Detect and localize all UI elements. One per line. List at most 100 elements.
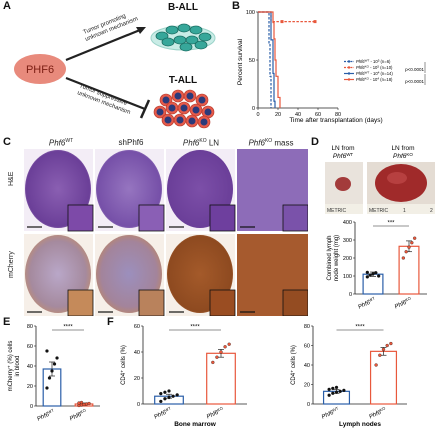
b-x-tick-label: 20 [275,112,281,118]
t-all-cell-cluster-icon [153,89,215,129]
data-point [368,273,372,277]
y-tick-label: 40 [27,364,33,370]
c-scale-bars [27,226,255,313]
y-tick-label: 60 [27,344,33,350]
data-point [159,399,163,404]
c-he-wt-inset [67,204,94,232]
b-pvalue-1: p<0.0001 [405,67,424,72]
d-ruler-ko [367,204,435,214]
b-x-tick-label: 80 [335,112,341,118]
data-point [223,345,227,349]
data-point [47,376,52,380]
data-point [159,391,163,396]
panel-label-f: F [107,316,114,328]
arrow-head-icon [136,27,146,34]
data-point [374,271,378,275]
data-point [381,347,386,352]
significance-stars: **** [355,325,365,331]
category-label: Phf6KO [393,296,413,311]
c-he-koln-inset [209,204,236,232]
y-axis-label: CD4⁺ cells (%) [120,345,127,385]
y-axis-label: Combined lymph [327,235,333,280]
b-censor-mark [280,20,284,24]
data-point [327,387,331,392]
b-ylabel: Percent survival [237,38,244,85]
f-bone-marrow-chart: 0 20 40 60 CD4⁺ cells (%) Phf6WT Phf6KO **** Bon… [120,324,247,428]
data-point [377,274,381,278]
y-tick-label: 40 [134,350,140,356]
suppressive-arrow [65,76,146,111]
data-point [338,389,342,393]
d-photo-label-ko-prefix: LN from [391,145,414,152]
panel-e: 0 20 40 60 80 mCherry⁺ (%) cells in blood Phf6W… [7,324,100,423]
b-y-tick-label: 50 [249,58,255,64]
data-point [215,355,219,359]
t-all-label: T-ALL [169,75,197,86]
y-tick-label: 0 [30,404,33,410]
data-point [374,363,378,367]
b-legend-label: Phf6WT - 105 (n=6) [356,59,391,65]
data-point [227,342,231,346]
category-label: Phf6KO [68,408,88,423]
b-legend-marker [347,78,351,81]
significance-stars: **** [190,325,200,331]
c-row-label-he: H&E [8,171,15,186]
d-ruler-ko-text: METRIC [369,208,389,214]
e-bar-chart: 0 20 40 60 80 mCherry⁺ (%) cells in blood Phf6W… [7,324,100,423]
bar [398,245,420,295]
c-he-sh-inset [138,204,165,232]
data-point [407,245,411,249]
data-point [334,385,339,390]
b-legend-marker [347,72,351,75]
y-tick-label: 100 [343,274,352,280]
x-axis-label: Bone marrow [174,421,216,428]
c-header-col-1: Phf6WT [48,138,74,148]
y-tick-label: 300 [343,238,352,244]
b-y-tick-label: 100 [246,10,255,16]
b-censor-mark [313,20,317,24]
data-point [163,390,167,394]
data-point [401,256,405,260]
b-legend-label: Phf6KO - 105 (n=10) [356,65,393,71]
data-point [331,391,335,395]
c-column-headers: Phf6WT shPhf6 Phf6KO LN Phf6KO mass [26,138,308,149]
category-label: Phf6WT [36,407,57,422]
data-point [211,360,215,365]
data-point [389,341,393,346]
data-point [331,386,335,391]
data-point [365,275,369,279]
y-tick-label: 20 [304,383,310,389]
d-ruler-ko-tick-1: 1 [403,208,406,214]
significance-stars: *** [387,221,395,227]
panel-f: 0 20 40 60 CD4⁺ cells (%) Phf6WT Phf6KO **** Bon… [120,324,407,428]
data-point [52,362,57,366]
category-label: Phf6KO [368,406,388,421]
y-tick-label: 400 [343,220,352,226]
y-tick-label: 0 [349,292,352,298]
d-ruler-wt-text: METRIC [327,208,347,214]
b-series-line [258,11,276,108]
category-label: Phf6WT [153,405,174,420]
category-label: Phf6WT [357,295,378,310]
b-legend: Phf6WT - 105 (n=6)Phf6KO - 105 (n=10)Phf… [344,59,393,82]
d-photo-label-ko-gene: Phf6KO [393,152,413,160]
y-tick-label: 20 [134,376,140,382]
data-point [167,395,171,400]
bar [206,352,236,405]
y-tick-label: 60 [134,324,140,330]
b-xlabel: Time after transplantation (days) [289,117,382,124]
data-point [378,353,382,357]
f-lymph-node-chart: 0 20 40 60 80 CD4⁺ cells (%) Phf6WT Phf6KO **** L… [290,324,407,428]
b-legend-marker [347,60,351,63]
data-point [163,397,167,401]
data-point [79,400,84,405]
data-point [327,393,331,397]
b-all-cell-cluster-icon [150,23,216,52]
inhibition-bar-icon [139,99,151,119]
data-point [45,386,49,390]
data-point [365,270,369,275]
data-point [334,390,339,394]
d-ruler-ko-tick-2: 2 [430,208,433,214]
data-point [410,241,414,245]
data-point [167,389,171,393]
